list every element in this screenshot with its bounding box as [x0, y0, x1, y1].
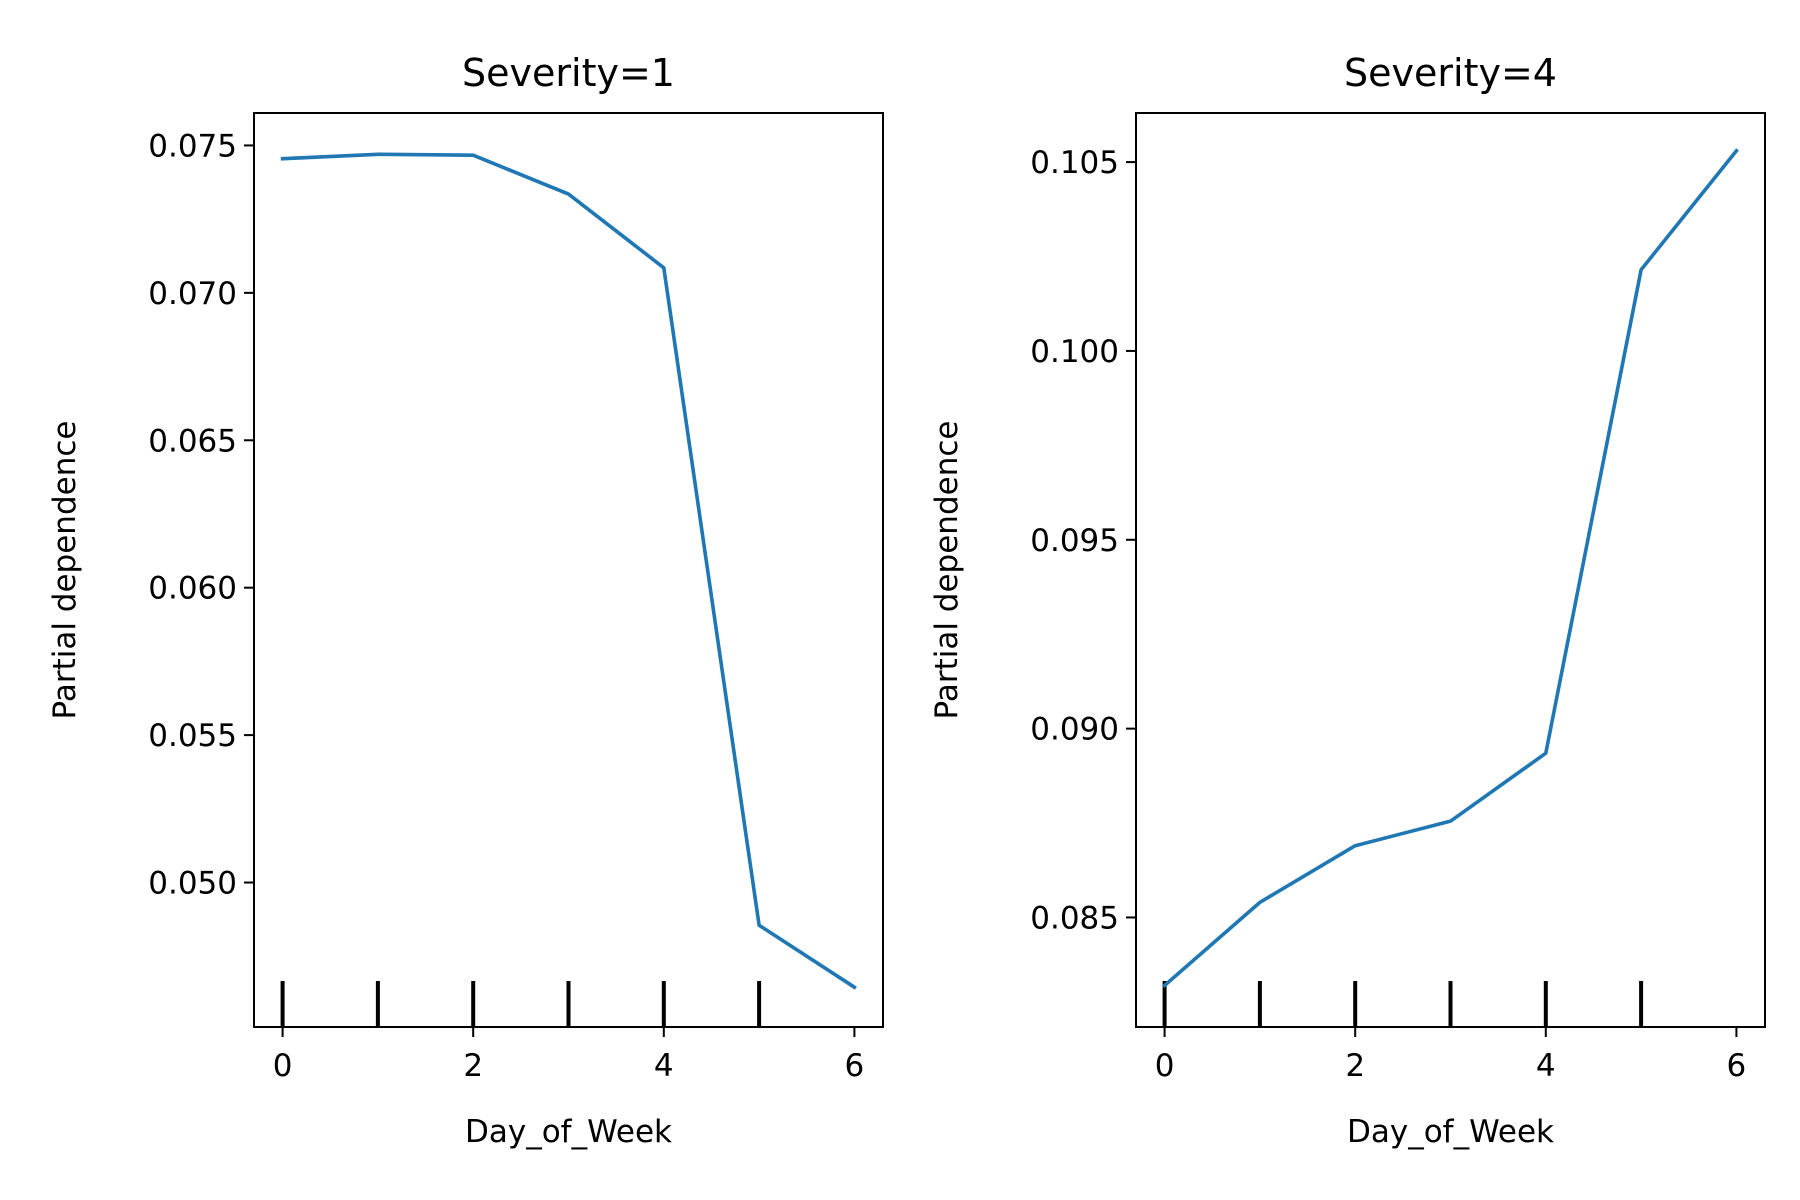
x-tick-label: 0 — [273, 1048, 293, 1084]
y-tick-label: 0.065 — [148, 423, 237, 459]
series-group — [280, 152, 857, 990]
x-tick-label: 4 — [1536, 1048, 1556, 1084]
panel-severity-4: Severity=4 Day_of_Week Partial dependenc… — [929, 51, 1766, 1150]
y-tick-label: 0.050 — [148, 866, 237, 902]
y-tick-label: 0.105 — [1030, 145, 1119, 181]
y-ticks: 0.085 0.090 0.095 0.100 0.105 — [1030, 145, 1136, 936]
x-tick-label: 4 — [654, 1048, 674, 1084]
y-tick-label: 0.055 — [148, 718, 237, 754]
panel-severity-1: Severity=1 Day_of_Week Partial dependenc… — [47, 51, 884, 1150]
y-tick-label: 0.070 — [148, 276, 237, 312]
x-tick-label: 6 — [845, 1048, 865, 1084]
rug-marks — [1162, 981, 1644, 1027]
series-group — [1162, 148, 1739, 988]
x-tick-label: 2 — [463, 1048, 483, 1084]
y-tick-label: 0.085 — [1030, 900, 1119, 936]
x-ticks: 0 2 4 6 — [1155, 1027, 1747, 1084]
y-axis-label: Partial dependence — [929, 421, 965, 720]
rug-marks — [280, 981, 762, 1027]
y-tick-label: 0.075 — [148, 128, 237, 164]
y-tick-label: 0.095 — [1030, 523, 1119, 559]
x-tick-label: 0 — [1155, 1048, 1175, 1084]
y-tick-label: 0.100 — [1030, 334, 1119, 370]
y-tick-label: 0.090 — [1030, 712, 1119, 748]
x-axis-label: Day_of_Week — [465, 1114, 672, 1150]
chart-title: Severity=4 — [1344, 51, 1557, 95]
x-tick-label: 2 — [1345, 1048, 1365, 1084]
y-ticks: 0.050 0.055 0.060 0.065 0.070 0.075 — [148, 128, 254, 902]
chart-title: Severity=1 — [462, 51, 675, 95]
x-axis-label: Day_of_Week — [1347, 1114, 1554, 1150]
y-tick-label: 0.060 — [148, 571, 237, 607]
series-line — [1162, 148, 1739, 988]
y-axis-label: Partial dependence — [47, 421, 83, 720]
series-line — [280, 152, 857, 990]
x-tick-label: 6 — [1727, 1048, 1747, 1084]
x-ticks: 0 2 4 6 — [273, 1027, 865, 1084]
